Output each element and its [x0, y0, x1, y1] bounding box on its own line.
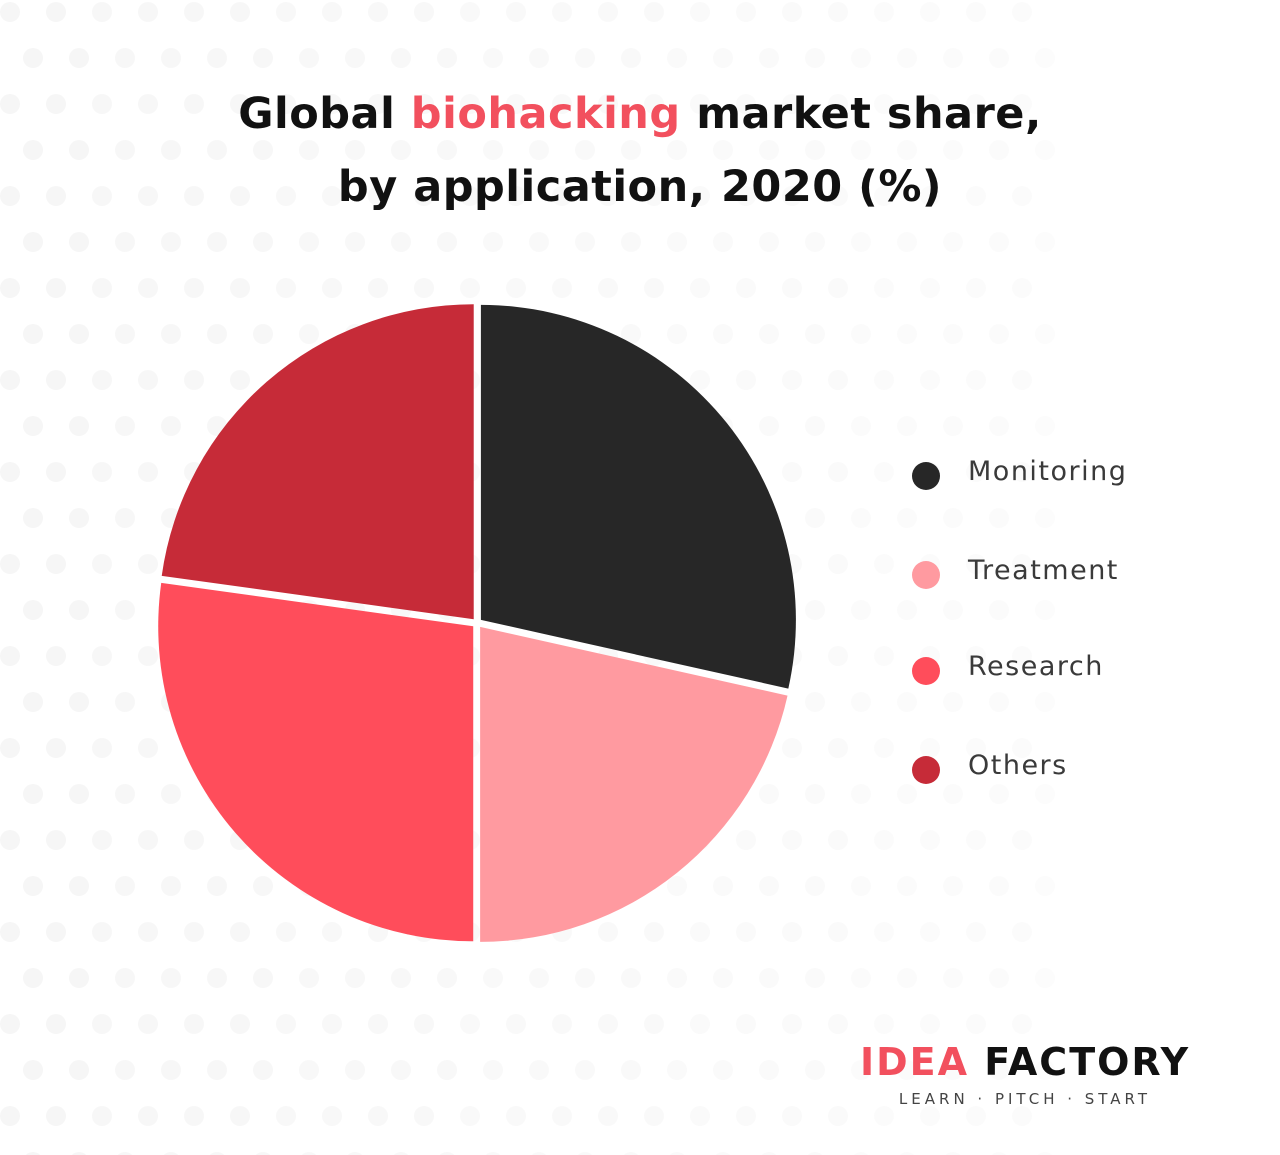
pie-slice-others [161, 304, 474, 620]
pie-slice-monitoring [480, 304, 796, 689]
legend-label-monitoring: Monitoring [968, 456, 1128, 487]
legend-item-others: Others [912, 746, 1212, 786]
logo-word-factory: FACTORY [984, 1040, 1191, 1084]
title-text-end: market share, [680, 89, 1042, 139]
legend-label-others: Others [968, 750, 1068, 781]
legend-label-research: Research [968, 651, 1104, 682]
legend-swatch-research [912, 657, 940, 685]
legend-item-treatment: Treatment [912, 551, 1212, 591]
title-text-start: Global [238, 89, 411, 139]
legend-item-monitoring: Monitoring [912, 452, 1212, 492]
logo-word-idea: IDEA [860, 1040, 970, 1084]
legend-swatch-monitoring [912, 462, 940, 490]
legend-swatch-others [912, 756, 940, 784]
legend-label-treatment: Treatment [968, 555, 1119, 586]
legend-item-research: Research [912, 647, 1212, 687]
logo-tagline: LEARN · PITCH · START [898, 1090, 1152, 1108]
pie-slice-treatment [480, 626, 788, 942]
logo-wordmark: IDEA FACTORY [860, 1040, 1190, 1084]
idea-factory-logo: IDEA FACTORY LEARN · PITCH · START [860, 1040, 1190, 1108]
title-highlight: biohacking [410, 89, 681, 139]
legend-swatch-treatment [912, 561, 940, 589]
chart-title: Global biohacking market share, by appli… [0, 78, 1280, 224]
title-line-2: by application, 2020 (%) [337, 162, 943, 212]
pie-slice-research [158, 582, 474, 942]
